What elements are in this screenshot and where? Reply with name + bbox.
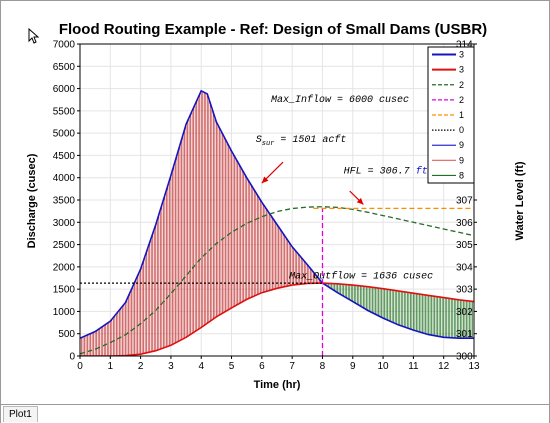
y-axis-ticks: 0 500 1000 1500 2000 2500 3000 3500 4000 4500 5000…	[53, 40, 80, 363]
y2-tick-label: 314	[456, 40, 473, 51]
y-tick-label: 1500	[53, 285, 76, 296]
legend: 3 3 2 2 1 0 9 9 8	[427, 46, 475, 184]
data-series	[80, 89, 474, 356]
x-tick-label: 12	[438, 361, 450, 372]
y-tick-label: 4500	[53, 151, 76, 162]
y2-tick-label: 302	[456, 307, 473, 318]
x-tick-label: 5	[229, 361, 235, 372]
x-tick-label: 11	[408, 361, 419, 372]
legend-entry-label: 2	[459, 80, 464, 90]
y-tick-label: 500	[58, 329, 75, 340]
x-tick-label: 13	[468, 361, 480, 372]
x-tick-label: 9	[350, 361, 356, 372]
annotations: Max_Inflow = 6000 cusec Ssur = 1501 acft H…	[256, 94, 433, 283]
series-inflow	[80, 89, 474, 340]
y-tick-label: 6500	[53, 62, 76, 73]
legend-entry-label: 9	[459, 140, 464, 150]
y-tick-label: 2000	[53, 262, 76, 273]
series-outflow	[80, 282, 474, 356]
annotation-label: Ssur = 1501 acft	[256, 134, 347, 148]
hatched-fill-areas	[80, 90, 474, 356]
y2-tick-label: 300	[456, 352, 473, 363]
y-tick-label: 2500	[53, 240, 76, 251]
annotation-arrow	[261, 161, 284, 184]
y2-axis-label: Water Level (ft)	[514, 161, 526, 240]
tab-plot1[interactable]: Plot1	[3, 406, 38, 422]
x-tick-label: 8	[320, 361, 326, 372]
y2-tick-label: 301	[456, 329, 473, 340]
y-tick-label: 5000	[53, 129, 76, 140]
legend-entry-label: 2	[459, 95, 464, 105]
y2-tick-label: 304	[456, 262, 473, 273]
annotation-arrow	[349, 190, 364, 205]
y-tick-label: 5500	[53, 106, 76, 117]
y-tick-label: 4000	[53, 173, 76, 184]
chart-title: Flood Routing Example - Ref: Design of S…	[59, 21, 487, 38]
x-tick-label: 10	[378, 361, 390, 372]
y2-tick-label: 305	[456, 240, 473, 251]
x-axis-ticks: 0 1 2 3 4 5 6 7 8 9 10 11 12 13	[77, 356, 480, 372]
sheet-tab-bar: Plot1	[1, 404, 549, 423]
legend-entry-label: 8	[459, 170, 464, 180]
legend-entry-label: 1	[459, 110, 464, 120]
x-tick-label: 1	[108, 361, 114, 372]
y2-tick-label: 306	[456, 218, 473, 229]
legend-entry-label: 3	[459, 65, 464, 75]
x-tick-label: 3	[168, 361, 174, 372]
annotation-label: HFL = 306.7 ft	[344, 165, 428, 177]
legend-entry-label: 0	[459, 125, 464, 135]
y-tick-label: 1000	[53, 307, 76, 318]
y-tick-label: 3500	[53, 196, 76, 207]
y2-tick-label: 307	[456, 196, 473, 207]
x-tick-label: 7	[289, 361, 295, 372]
y-axis-label: Discharge (cusec)	[26, 153, 38, 248]
x-tick-label: 0	[77, 361, 83, 372]
x-tick-label: 2	[138, 361, 144, 372]
legend-entry-label: 3	[459, 50, 464, 60]
annotation-label: Max_Inflow = 6000 cusec	[271, 94, 409, 106]
x-tick-label: 6	[259, 361, 265, 372]
hatch-fill-outflow	[323, 283, 474, 339]
mouse-pointer-icon	[28, 28, 40, 44]
legend-entry-label: 9	[459, 155, 464, 165]
annotation-label: Max_Outflow = 1636 cusec	[289, 270, 433, 282]
hatch-fill-inflow	[80, 90, 322, 356]
x-tick-label: 4	[198, 361, 204, 372]
series-water-level	[80, 206, 474, 355]
x-axis-label: Time (hr)	[254, 379, 301, 391]
y2-tick-label: 303	[456, 285, 473, 296]
y-tick-label: 7000	[53, 40, 76, 51]
y-tick-label: 6000	[53, 84, 76, 95]
y-tick-label: 0	[69, 352, 75, 363]
y-tick-label: 3000	[53, 218, 76, 229]
flood-routing-chart: 0 1 2 3 4 5 6 7 8 9 10 11 12 13 050010001500200025003…	[26, 21, 526, 391]
